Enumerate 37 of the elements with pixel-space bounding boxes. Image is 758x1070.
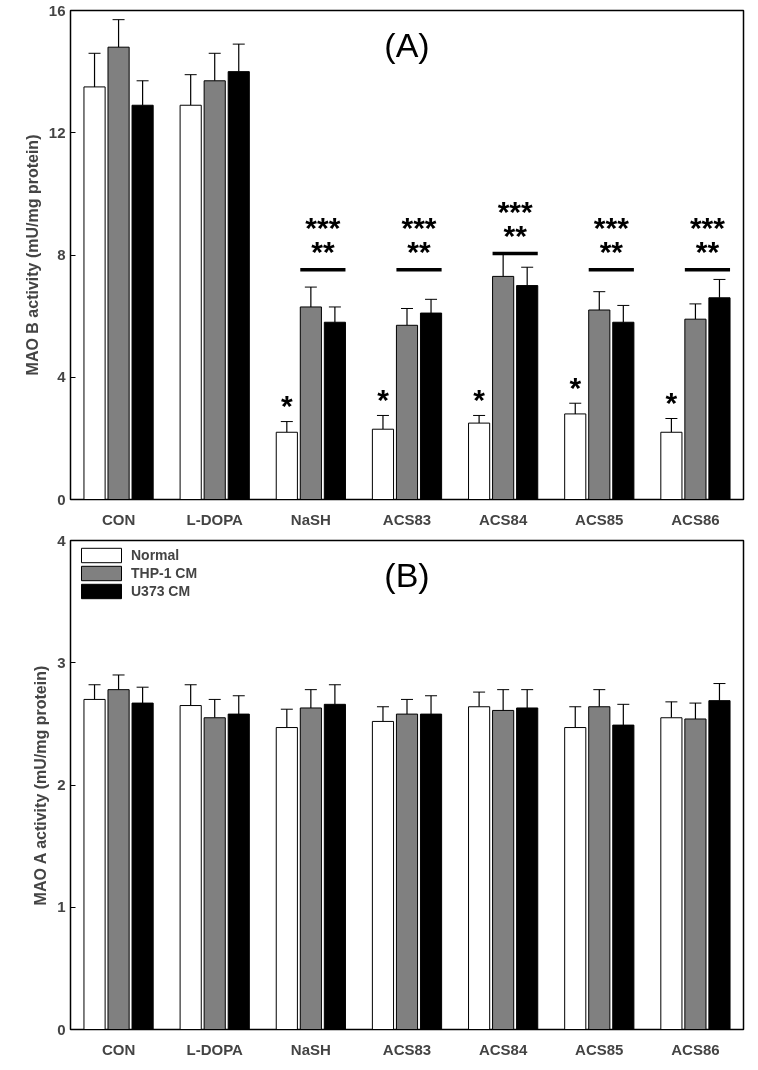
y-tick-label: 8 — [57, 246, 66, 263]
x-tick-label: ACS85 — [575, 1040, 624, 1058]
legend-label: U373 CM — [131, 583, 191, 599]
x-tick-label: CON — [101, 1040, 136, 1058]
annotation: * — [473, 382, 486, 416]
y-axis-title: MAO B activity (mU/mg protein) — [23, 134, 41, 376]
y-tick-label: 4 — [57, 368, 67, 386]
x-tick-label: NaSH — [290, 510, 331, 528]
y-tick-label: 12 — [48, 123, 66, 141]
y-tick-label: 3 — [57, 653, 66, 671]
annotation: ** — [503, 218, 528, 252]
y-tick-label: 4 — [57, 531, 67, 549]
x-tick-label: ACS86 — [671, 510, 720, 528]
annotation: * — [280, 389, 293, 423]
x-tick-label: L-DOPA — [186, 510, 244, 528]
x-tick-label: ACS83 — [382, 510, 432, 528]
annotation: (A) — [384, 25, 430, 64]
x-tick-label: ACS84 — [478, 510, 528, 528]
x-tick-label: ACS83 — [382, 1040, 432, 1058]
y-tick-label: 1 — [57, 898, 66, 916]
x-tick-label: L-DOPA — [186, 1040, 244, 1058]
annotation: * — [665, 386, 678, 420]
legend-label: THP-1 CM — [131, 565, 198, 581]
x-tick-label: CON — [101, 510, 136, 528]
legend-label: Normal — [131, 547, 180, 563]
annotation: * — [569, 370, 582, 404]
y-tick-label: 0 — [57, 490, 66, 508]
annotation: * — [377, 382, 390, 416]
y-tick-label: 2 — [57, 776, 66, 793]
y-tick-label: 16 — [48, 1, 66, 19]
y-tick-label: 0 — [57, 1020, 66, 1038]
x-tick-label: ACS86 — [671, 1040, 720, 1058]
x-tick-label: NaSH — [290, 1040, 331, 1058]
y-axis-title: MAO A activity (mU/mg protein) — [32, 665, 50, 906]
annotation: (B) — [384, 555, 430, 594]
x-tick-label: ACS84 — [478, 1040, 528, 1058]
x-tick-label: ACS85 — [575, 510, 624, 528]
